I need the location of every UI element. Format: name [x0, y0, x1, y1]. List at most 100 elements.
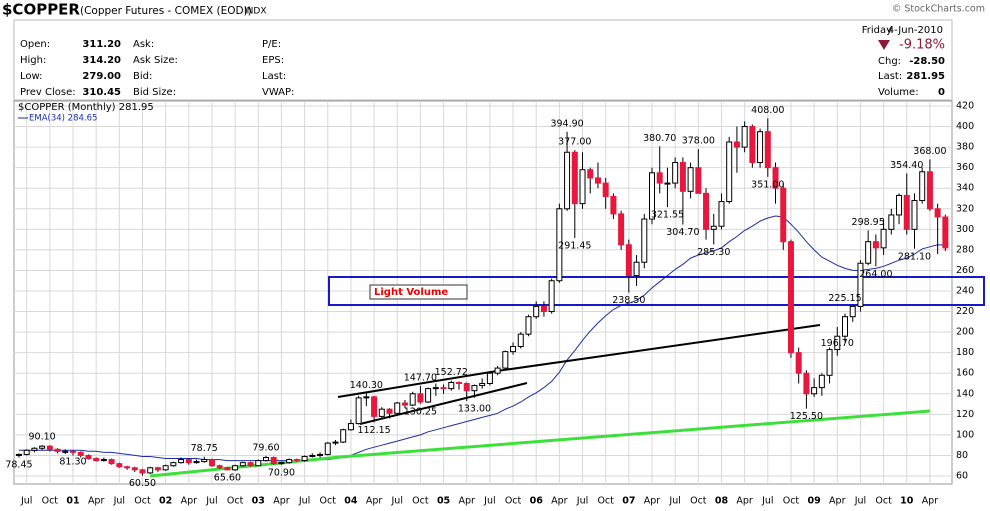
- x-tick-label: Oct: [875, 496, 892, 507]
- candle-body: [70, 450, 76, 453]
- price-annotation: 140.30: [350, 380, 383, 391]
- candle-body: [162, 465, 169, 471]
- candle-body: [232, 465, 239, 471]
- candle-body: [818, 374, 825, 389]
- price-annotation: 70.90: [268, 467, 295, 478]
- down-arrow: [878, 40, 890, 50]
- candle-body: [340, 429, 347, 443]
- candle-body: [579, 169, 586, 205]
- price-annotation: 133.00: [458, 403, 491, 414]
- candle-body: [656, 172, 663, 184]
- x-tick-label: Oct: [134, 496, 151, 507]
- quote-label: Open:: [20, 39, 50, 50]
- candle-body: [564, 151, 571, 210]
- candle-body: [926, 171, 933, 210]
- candle-body: [456, 381, 462, 385]
- price-annotation: 298.95: [852, 217, 885, 228]
- candle-body: [201, 459, 208, 463]
- y-tick-label: 360: [956, 162, 974, 173]
- candle-body: [594, 177, 601, 184]
- x-tick-label: 10: [900, 496, 914, 507]
- price-annotation: 147.70: [404, 372, 437, 383]
- price-annotation: 225.15: [828, 293, 861, 304]
- x-tick-label: 07: [622, 496, 635, 507]
- price-annotation: 380.70: [643, 133, 676, 144]
- x-tick-label: Oct: [227, 496, 244, 507]
- y-tick-label: 280: [956, 244, 974, 255]
- field-label: Bid:: [133, 71, 152, 82]
- plot-frame: [13, 100, 953, 485]
- field-label: Bid Size:: [133, 87, 176, 98]
- candle-body: [77, 451, 84, 456]
- candle-body: [664, 182, 671, 185]
- candle-body: [687, 167, 694, 192]
- quote-label: High:: [20, 55, 46, 66]
- candle-body: [842, 316, 848, 337]
- price-annotation: 65.60: [214, 473, 241, 484]
- candle-body: [247, 462, 254, 467]
- x-tick-label: Jul: [391, 496, 403, 507]
- x-tick-label: Oct: [597, 496, 614, 507]
- candle-body: [363, 396, 370, 399]
- credit: © StockCharts.com: [892, 4, 985, 15]
- price-annotation: 130.25: [404, 406, 437, 417]
- candle-body: [726, 141, 733, 203]
- candle-body: [309, 454, 316, 457]
- candle-body: [23, 449, 30, 455]
- candle-body: [834, 335, 841, 351]
- volume-box: [328, 276, 985, 306]
- candle-body: [888, 214, 895, 230]
- candle-body: [286, 459, 293, 464]
- candle-body: [463, 383, 470, 392]
- x-tick-label: Apr: [273, 496, 290, 507]
- price-annotation: 81.30: [59, 457, 86, 468]
- x-tick-label: 09: [808, 496, 821, 507]
- candle-body: [124, 466, 131, 469]
- candle-body: [193, 461, 200, 464]
- candle-body: [31, 447, 38, 451]
- candle-body: [857, 262, 864, 307]
- field-label: Last:: [262, 71, 286, 82]
- y-tick-label: 200: [956, 327, 974, 338]
- price-annotation: 152.72: [435, 367, 468, 378]
- candle-body: [409, 393, 416, 406]
- candle-body: [795, 352, 802, 374]
- candle-body: [718, 201, 725, 227]
- candle-body: [208, 459, 215, 467]
- y-tick-label: 240: [956, 286, 974, 297]
- y-tick-label: 300: [956, 224, 974, 235]
- candle-body: [15, 453, 22, 456]
- field-label: Ask:: [133, 39, 154, 50]
- candle-body: [486, 372, 493, 385]
- candle-body: [54, 448, 61, 452]
- candle-body: [131, 467, 138, 471]
- candle-body: [649, 172, 655, 220]
- candle-body: [757, 131, 764, 164]
- x-tick-label: Jul: [205, 496, 217, 507]
- candle-body: [510, 346, 517, 353]
- quote-value: 279.00: [82, 71, 121, 82]
- y-tick-label: 60: [956, 471, 968, 482]
- candle-body: [401, 402, 408, 406]
- candle-body: [278, 462, 285, 465]
- y-tick-label: 380: [956, 142, 974, 153]
- price-annotation: 368.00: [913, 146, 946, 157]
- candle-body: [733, 141, 740, 148]
- chg-label: Chg:: [878, 56, 901, 67]
- x-tick-label: Oct: [42, 496, 59, 507]
- candle-body: [332, 441, 339, 444]
- candle-body: [471, 385, 478, 392]
- candle-body: [625, 244, 632, 277]
- candle-body: [556, 208, 563, 282]
- field-label: Ask Size:: [133, 55, 178, 66]
- volume-label: Volume:: [878, 87, 919, 98]
- box-label: Light Volume: [374, 287, 448, 298]
- legend-ema: EMA(34) 284.65: [29, 114, 97, 124]
- candle-body: [170, 462, 177, 467]
- candle-body: [826, 349, 833, 376]
- x-tick-label: 03: [252, 496, 265, 507]
- candle-body: [347, 423, 354, 431]
- candle-body: [749, 126, 756, 164]
- candle-body: [787, 241, 794, 354]
- x-tick-label: Apr: [736, 496, 753, 507]
